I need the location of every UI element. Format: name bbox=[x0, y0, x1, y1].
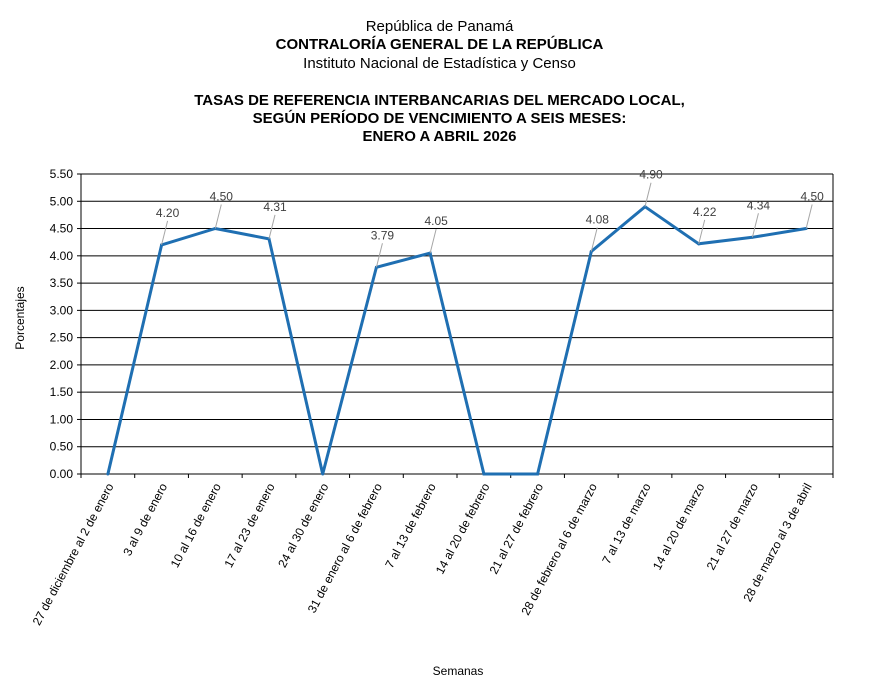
x-axis-label: Semanas bbox=[433, 664, 484, 678]
data-label-leader bbox=[751, 213, 759, 238]
x-tick-label: 21 al 27 de marzo bbox=[704, 481, 762, 573]
data-label: 4.22 bbox=[693, 205, 717, 219]
y-tick-label: 5.00 bbox=[50, 194, 74, 208]
x-tick-label: 10 al 16 de enero bbox=[168, 481, 224, 570]
y-tick-label: 5.50 bbox=[50, 167, 74, 181]
chart-title-line-3: ENERO A ABRIL 2026 bbox=[362, 128, 517, 145]
y-tick-label: 3.00 bbox=[50, 303, 74, 317]
data-labels-group: 4.20 4.50 4.31 3.79 4.05 4.08 4.90 4.22 4.34 4.50 bbox=[156, 168, 824, 268]
data-label: 4.50 bbox=[210, 190, 234, 204]
header-institution: CONTRALORÍA GENERAL DE LA REPÚBLICA bbox=[275, 36, 604, 53]
data-point bbox=[536, 472, 540, 476]
data-point bbox=[106, 472, 110, 476]
data-point bbox=[321, 472, 325, 476]
x-tick-label: 17 al 23 de enero bbox=[221, 481, 277, 570]
data-label-leader bbox=[214, 204, 222, 229]
data-label-leader bbox=[161, 220, 169, 246]
x-tick-label: 14 al 20 de marzo bbox=[650, 481, 708, 573]
y-tick-label: 0.50 bbox=[50, 440, 74, 454]
x-tick-label: 21 al 27 de febrero bbox=[487, 481, 547, 577]
data-label-leader bbox=[429, 228, 437, 254]
data-label: 4.05 bbox=[424, 214, 448, 228]
y-axis-ticks: 0.00 0.50 1.00 1.50 2.00 2.50 3.00 3.50 4.00 4.50… bbox=[50, 167, 74, 481]
y-axis-label: Porcentajes bbox=[13, 286, 27, 349]
gridlines bbox=[77, 173, 834, 478]
x-tick-label: 7 al 13 de febrero bbox=[382, 481, 439, 571]
data-label: 4.90 bbox=[639, 168, 663, 182]
data-label: 4.50 bbox=[800, 190, 824, 204]
header-country: República de Panamá bbox=[365, 18, 514, 35]
data-label-leader bbox=[268, 214, 276, 240]
data-label-leader bbox=[644, 182, 652, 207]
header-institute: Instituto Nacional de Estadística y Cens… bbox=[303, 55, 576, 72]
series-line-group bbox=[106, 204, 808, 476]
x-tick-label: 24 al 30 de enero bbox=[275, 481, 331, 570]
data-label-leader bbox=[698, 219, 706, 244]
series-line bbox=[106, 204, 807, 476]
data-label: 4.08 bbox=[586, 212, 610, 226]
chart-title-line-1: TASAS DE REFERENCIA INTERBANCARIAS DEL M… bbox=[194, 92, 685, 109]
data-label-leader bbox=[590, 227, 598, 252]
y-tick-label: 4.50 bbox=[50, 222, 74, 236]
y-tick-label: 3.50 bbox=[50, 276, 74, 290]
x-tick-label: 14 al 20 de febrero bbox=[433, 481, 493, 577]
data-label: 3.79 bbox=[371, 228, 395, 242]
x-tick-label: 27 de diciembre al 2 de enero bbox=[30, 481, 117, 628]
data-label-leader bbox=[375, 243, 383, 268]
data-label: 4.20 bbox=[156, 206, 180, 220]
data-point bbox=[482, 472, 486, 476]
data-label: 4.31 bbox=[263, 200, 287, 214]
y-tick-label: 4.00 bbox=[50, 249, 74, 263]
y-tick-label: 1.00 bbox=[50, 412, 74, 426]
y-tick-label: 2.50 bbox=[50, 331, 74, 345]
x-axis-ticks: 27 de diciembre al 2 de enero 3 al 9 de e… bbox=[30, 481, 815, 628]
y-tick-label: 2.00 bbox=[50, 358, 74, 372]
data-label: 4.34 bbox=[747, 198, 771, 212]
chart-title-line-2: SEGÚN PERÍODO DE VENCIMIENTO A SEIS MESE… bbox=[252, 110, 627, 127]
y-tick-label: 0.00 bbox=[50, 467, 74, 481]
x-tick-label: 3 al 9 de enero bbox=[120, 481, 170, 559]
y-tick-label: 1.50 bbox=[50, 385, 74, 399]
data-label-leader bbox=[805, 204, 813, 229]
x-tick-label: 7 al 13 de marzo bbox=[599, 481, 653, 567]
